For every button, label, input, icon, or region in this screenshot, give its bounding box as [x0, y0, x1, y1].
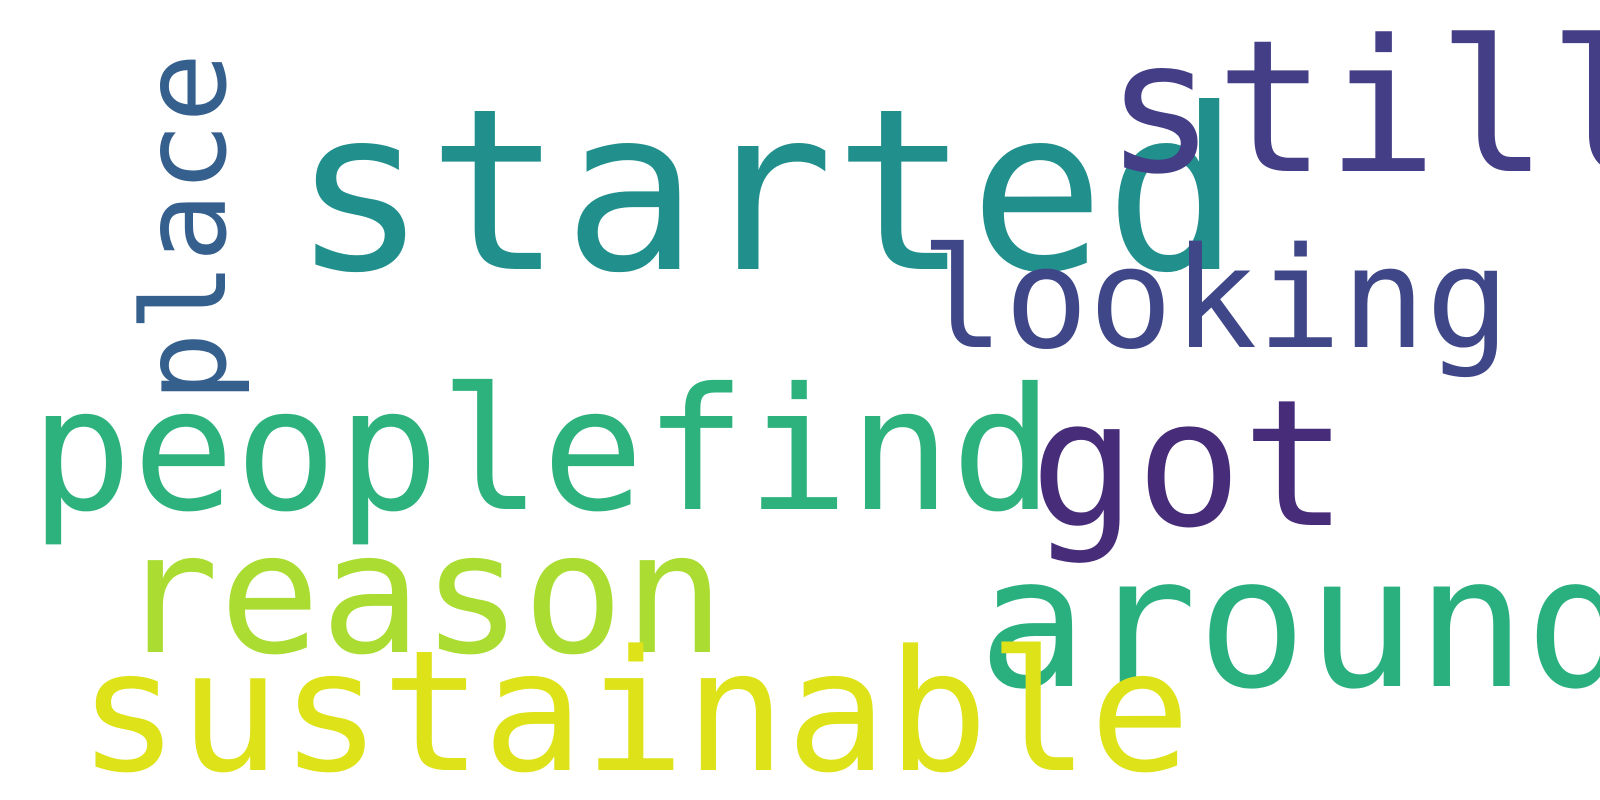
word-started: started: [292, 61, 1241, 323]
word-place: place: [118, 52, 253, 402]
word-looking: looking: [920, 218, 1511, 381]
word-peoplefind: peoplefind: [30, 352, 1054, 550]
word-got: got: [1030, 362, 1348, 567]
word-reason: reason: [118, 496, 725, 692]
word-sustainable: sustainable: [78, 614, 1191, 800]
word-around: around: [978, 517, 1600, 729]
